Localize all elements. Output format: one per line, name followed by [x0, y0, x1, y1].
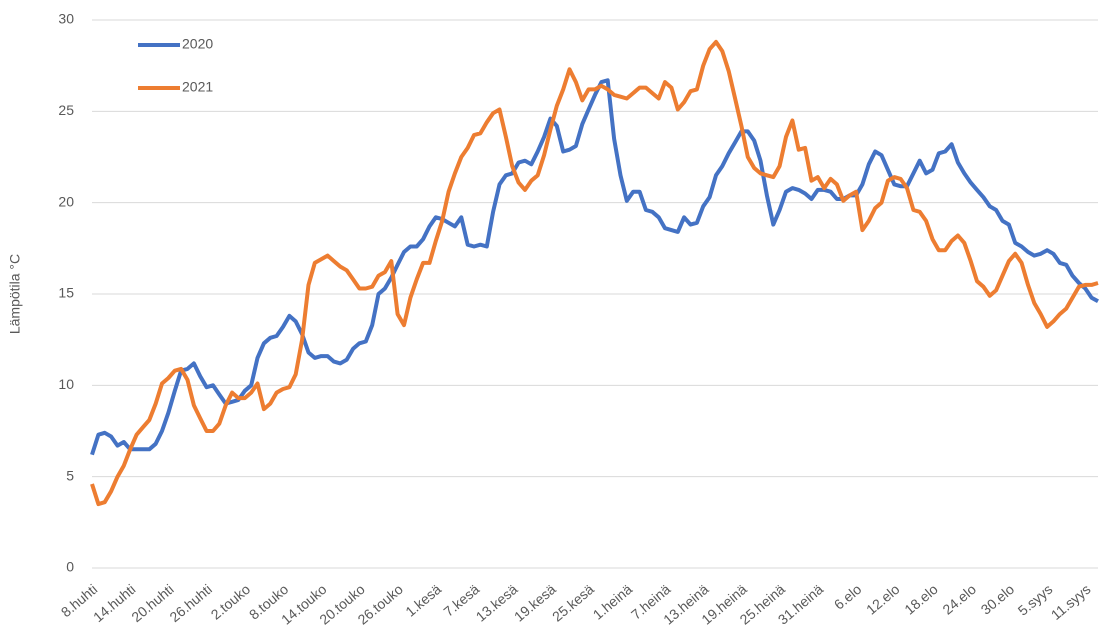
x-tick-label: 25.kesä — [549, 581, 597, 625]
x-tick-label: 6.elo — [831, 581, 865, 613]
y-tick-label: 15 — [58, 285, 74, 301]
line-series — [90, 78, 1099, 456]
x-tick-label: 1.heinä — [590, 581, 636, 623]
x-tick-label: 1.kesä — [402, 581, 444, 620]
x-tick-label: 11.syys — [1048, 581, 1094, 623]
y-tick-label: 30 — [58, 11, 74, 27]
x-tick-label: 19.kesä — [511, 581, 559, 625]
y-tick-label: 5 — [66, 467, 74, 483]
x-tick-label: 30.elo — [978, 581, 1018, 618]
y-axis-label: Lämpötila °C — [7, 254, 23, 334]
y-tick-label: 25 — [58, 102, 74, 118]
line-series — [90, 39, 1099, 507]
x-tick-label: 12.elo — [863, 581, 903, 618]
legend-label: 2020 — [182, 36, 213, 52]
legend-label: 2021 — [182, 79, 213, 95]
x-tick-label: 2.touko — [208, 581, 254, 623]
y-tick-label: 0 — [66, 559, 74, 575]
x-tick-label: 18.elo — [901, 581, 941, 618]
y-tick-label: 10 — [58, 376, 74, 392]
x-tick-label: 24.elo — [939, 581, 979, 618]
x-tick-label: 26.huhti — [166, 581, 214, 625]
y-tick-label: 20 — [58, 193, 74, 209]
x-tick-label: 14.huhti — [90, 581, 138, 625]
x-tick-label: 13.kesä — [473, 581, 521, 625]
x-tick-label: 20.huhti — [128, 581, 176, 625]
